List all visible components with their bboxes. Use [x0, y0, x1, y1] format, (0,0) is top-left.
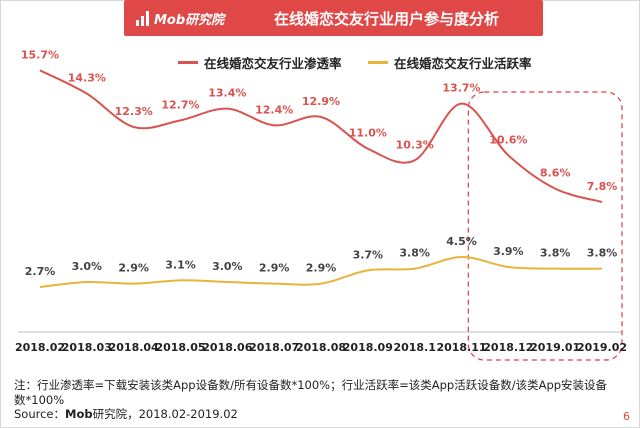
- series-line-activity: [39, 255, 603, 288]
- x-tick-label: 2018.03: [62, 341, 112, 354]
- x-tick-label: 2019.01: [530, 341, 580, 354]
- series-line-penetration: [39, 69, 603, 203]
- source-prefix: Source：: [14, 407, 65, 421]
- legend-label-penetration: 在线婚恋交友行业渗透率: [204, 56, 342, 71]
- x-tick-label: 2019.02: [577, 341, 627, 354]
- x-tick-label: 2018.12: [483, 341, 533, 354]
- x-tick-label: 2018.06: [202, 341, 252, 354]
- highlight-box: [467, 91, 623, 361]
- data-label-activity: 3.0%: [72, 260, 103, 273]
- page-number: 6: [623, 410, 630, 423]
- data-label-activity: 3.1%: [165, 258, 196, 271]
- data-label-activity: 2.9%: [118, 262, 149, 275]
- data-label-penetration: 7.8%: [587, 180, 618, 193]
- data-label-activity: 3.8%: [399, 247, 430, 260]
- data-label-penetration: 13.4%: [208, 87, 246, 100]
- logo-text: Mob研究院: [154, 12, 225, 28]
- data-label-penetration: 8.6%: [540, 167, 571, 180]
- x-tick-label: 2018.05: [155, 341, 205, 354]
- data-label-activity: 2.9%: [259, 262, 290, 275]
- data-label-activity: 3.7%: [353, 248, 384, 261]
- data-label-activity: 3.9%: [493, 245, 524, 258]
- data-label-activity: 2.9%: [306, 262, 337, 275]
- legend-swatch-activity: [368, 61, 388, 64]
- data-label-penetration: 12.4%: [255, 103, 293, 116]
- data-label-penetration: 15.7%: [21, 48, 59, 61]
- x-tick-label: 2018.1: [393, 341, 435, 354]
- data-label-penetration: 11.0%: [349, 127, 387, 140]
- legend-item-activity: 在线婚恋交友行业活跃率: [368, 53, 532, 72]
- data-label-activity: 4.5%: [446, 235, 477, 248]
- data-label-penetration: 10.3%: [396, 138, 434, 151]
- data-label-activity: 3.8%: [540, 247, 571, 260]
- data-label-penetration: 12.3%: [115, 105, 153, 118]
- data-label-penetration: 12.7%: [161, 98, 199, 111]
- data-label-penetration: 12.9%: [302, 95, 340, 108]
- x-tick-label: 2018.07: [249, 341, 299, 354]
- source-brand: Mob: [65, 407, 93, 421]
- footnote: 注：行业渗透率=下载安装该类App设备数/所有设备数*100%；行业活跃率=该类…: [14, 378, 608, 407]
- page-title: 在线婚恋交友行业用户参与度分析: [274, 10, 500, 28]
- title-banner: Mob研究院 在线婚恋交友行业用户参与度分析: [124, 0, 543, 36]
- x-tick-label: 2018.08: [296, 341, 346, 354]
- legend-label-activity: 在线婚恋交友行业活跃率: [394, 56, 532, 71]
- source-rest: 研究院，2018.02-2019.02: [92, 407, 238, 421]
- legend-swatch-penetration: [178, 61, 198, 64]
- data-label-penetration: 10.6%: [489, 133, 527, 146]
- x-tick-label: 2018.11: [436, 341, 486, 354]
- bar-chart-icon: [136, 10, 151, 26]
- data-label-activity: 3.0%: [212, 260, 243, 273]
- x-tick-label: 2018.02: [15, 341, 65, 354]
- data-label-activity: 3.8%: [587, 247, 618, 260]
- legend-item-penetration: 在线婚恋交友行业渗透率: [178, 53, 342, 72]
- data-label-activity: 2.7%: [25, 265, 56, 278]
- x-tick-label: 2018.09: [343, 341, 393, 354]
- data-label-penetration: 14.3%: [68, 72, 106, 85]
- source-line: Source：Mob研究院，2018.02-2019.02: [14, 406, 238, 422]
- x-tick-label: 2018.04: [109, 341, 159, 354]
- mob-logo: Mob研究院: [136, 9, 225, 28]
- data-label-penetration: 13.7%: [442, 82, 480, 95]
